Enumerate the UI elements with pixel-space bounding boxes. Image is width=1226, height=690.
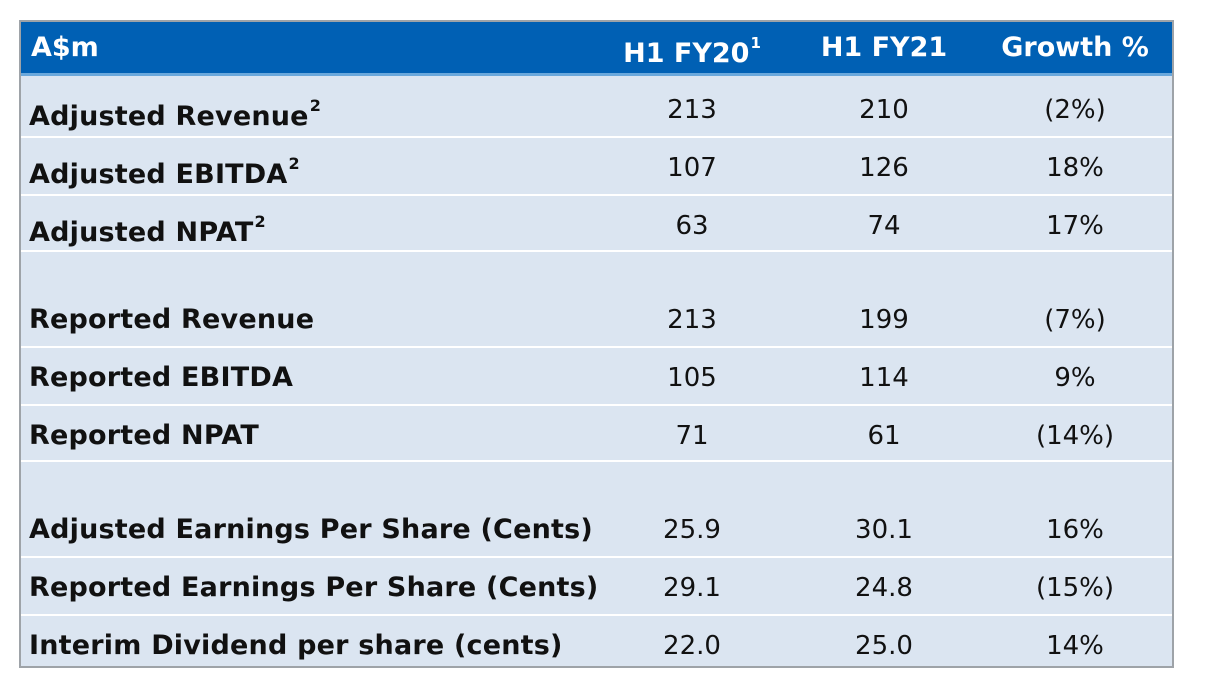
cell-growth: 18% (1046, 153, 1104, 183)
row-label: Reported Earnings Per Share (Cents) (29, 572, 599, 603)
row-label: Reported EBITDA (29, 362, 294, 393)
header-h1-fy20: H1 FY201 (577, 22, 807, 73)
cell-growth: 9% (1054, 363, 1096, 393)
cell-h1fy21: 114 (859, 363, 909, 393)
table-row: Adjusted Revenue2 213 210 (2%) (21, 90, 1172, 132)
header-h1-fy20-text: H1 FY20 (623, 38, 750, 69)
row-divider (21, 614, 1172, 616)
cell-h1fy20: 213 (667, 95, 717, 125)
header-h1-fy20-footnote: 1 (750, 34, 761, 52)
row-label: Adjusted Earnings Per Share (Cents) (29, 514, 593, 545)
footnote-marker: 2 (254, 212, 266, 231)
row-label: Adjusted EBITDA2 (29, 154, 300, 190)
table-row: Interim Dividend per share (cents) 22.0 25… (21, 626, 1172, 666)
row-divider (21, 250, 1172, 252)
cell-h1fy20: 105 (667, 363, 717, 393)
row-label: Adjusted Revenue2 (29, 96, 322, 132)
table-header: A$m H1 FY201 H1 FY21 Growth % (21, 22, 1172, 76)
table-row: Adjusted NPAT2 63 74 17% (21, 206, 1172, 248)
cell-h1fy20: 25.9 (663, 515, 721, 545)
cell-growth: (2%) (1044, 95, 1106, 125)
footnote-marker: 2 (309, 96, 322, 115)
header-label: A$m (31, 32, 99, 63)
cell-growth: 16% (1046, 515, 1104, 545)
cell-h1fy20: 71 (675, 421, 709, 451)
row-divider (21, 194, 1172, 196)
table-row: Adjusted Earnings Per Share (Cents) 25.9 3… (21, 510, 1172, 550)
table-row: Reported Earnings Per Share (Cents) 29.1 2… (21, 568, 1172, 608)
cell-growth: (14%) (1035, 421, 1115, 451)
cell-growth: (15%) (1035, 573, 1115, 603)
header-growth: Growth % (1001, 32, 1149, 63)
cell-h1fy20: 63 (675, 211, 709, 241)
row-divider (21, 346, 1172, 348)
cell-growth: 14% (1046, 631, 1104, 661)
cell-h1fy21: 24.8 (855, 573, 913, 603)
header-h1-fy21: H1 FY21 (820, 32, 948, 63)
cell-h1fy20: 22.0 (663, 631, 721, 661)
cell-h1fy20: 29.1 (663, 573, 721, 603)
row-divider (21, 136, 1172, 138)
cell-h1fy21: 210 (859, 95, 909, 125)
cell-growth: 17% (1046, 211, 1104, 241)
row-divider (21, 460, 1172, 462)
table-row: Adjusted EBITDA2 107 126 18% (21, 148, 1172, 190)
table-row: Reported Revenue 213 199 (7%) (21, 300, 1172, 340)
cell-h1fy21: 25.0 (855, 631, 913, 661)
cell-h1fy21: 30.1 (855, 515, 913, 545)
cell-growth: (7%) (1044, 305, 1106, 335)
cell-h1fy21: 61 (867, 421, 901, 451)
financial-summary-table: A$m H1 FY201 H1 FY21 Growth % Adjusted R… (19, 20, 1174, 668)
table-row: Reported NPAT 71 61 (14%) (21, 416, 1172, 456)
row-label: Reported Revenue (29, 304, 315, 335)
cell-h1fy20: 107 (667, 153, 717, 183)
cell-h1fy21: 126 (859, 153, 909, 183)
table-row: Reported EBITDA 105 114 9% (21, 358, 1172, 398)
row-label: Interim Dividend per share (cents) (29, 630, 563, 661)
row-label: Reported NPAT (29, 420, 259, 451)
row-label: Adjusted NPAT2 (29, 212, 266, 248)
cell-h1fy21: 199 (859, 305, 909, 335)
cell-h1fy21: 74 (867, 211, 901, 241)
cell-h1fy20: 213 (667, 305, 717, 335)
row-divider (21, 556, 1172, 558)
row-divider (21, 404, 1172, 406)
footnote-marker: 2 (288, 154, 300, 173)
